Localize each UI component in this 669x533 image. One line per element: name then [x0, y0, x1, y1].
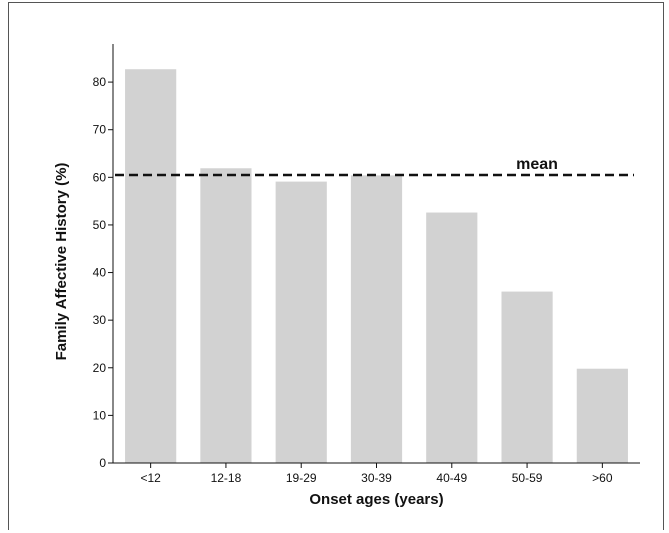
bar-4	[426, 212, 478, 463]
y-tick-label-5: 50	[93, 218, 107, 232]
y-tick-label-3: 30	[93, 313, 107, 327]
x-tick-label-4: 40-49	[436, 471, 467, 485]
y-tick-label-8: 80	[93, 75, 107, 89]
x-ticks-group: <12 12-18 19-29 30-39 40-49 50-59 >60	[140, 463, 613, 485]
y-tick-label-0: 0	[99, 456, 106, 470]
y-tick-label-4: 40	[93, 266, 107, 280]
x-tick-label-5: 50-59	[512, 471, 543, 485]
y-tick-label-6: 60	[93, 170, 107, 184]
bar-3	[350, 175, 403, 463]
y-tick-label-2: 20	[93, 361, 107, 375]
bars-group	[125, 69, 628, 464]
x-tick-label-0: <12	[140, 471, 161, 485]
bar-2	[275, 181, 327, 464]
x-tick-label-1: 12-18	[211, 471, 242, 485]
bar-1	[200, 168, 252, 463]
x-axis-title: Onset ages (years)	[309, 491, 443, 508]
bar-0	[125, 69, 177, 463]
bar-6	[576, 368, 628, 463]
x-tick-label-2: 19-29	[286, 471, 317, 485]
x-tick-label-6: >60	[592, 471, 613, 485]
y-axis-title: Family Affective History (%)	[53, 163, 70, 361]
y-ticks-group: 0 10 20 30 40 50 60 70 80	[93, 75, 113, 470]
x-tick-label-3: 30-39	[361, 471, 392, 485]
y-tick-label-7: 70	[93, 123, 107, 137]
figure-frame	[8, 2, 664, 530]
y-tick-label-1: 10	[93, 408, 107, 422]
mean-label: mean	[516, 156, 558, 173]
bar-5	[501, 291, 553, 463]
